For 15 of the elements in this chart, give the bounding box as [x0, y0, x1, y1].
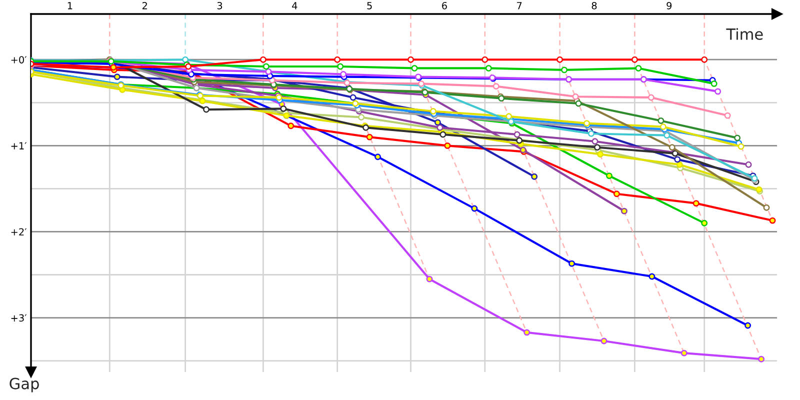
x-tick-label: 4	[292, 2, 298, 10]
y-axis-title: Gap	[10, 378, 39, 392]
x-tick-label: 8	[592, 2, 597, 10]
x-tick-label: 2	[142, 2, 147, 10]
x-tick-label: 7	[517, 2, 522, 10]
y-tick-label: +1′	[11, 142, 27, 150]
y-tick-label: +2′	[11, 228, 27, 236]
x-tick-label: 5	[367, 2, 372, 10]
y-tick-label: +0′	[11, 56, 27, 64]
x-tick-label: 1	[68, 2, 72, 10]
x-tick-label: 9	[666, 2, 672, 10]
y-tick-label: +3′	[11, 314, 27, 322]
x-axis-title: Time	[726, 28, 763, 40]
x-tick-label: 3	[217, 2, 222, 10]
x-tick-label: 6	[442, 2, 447, 10]
